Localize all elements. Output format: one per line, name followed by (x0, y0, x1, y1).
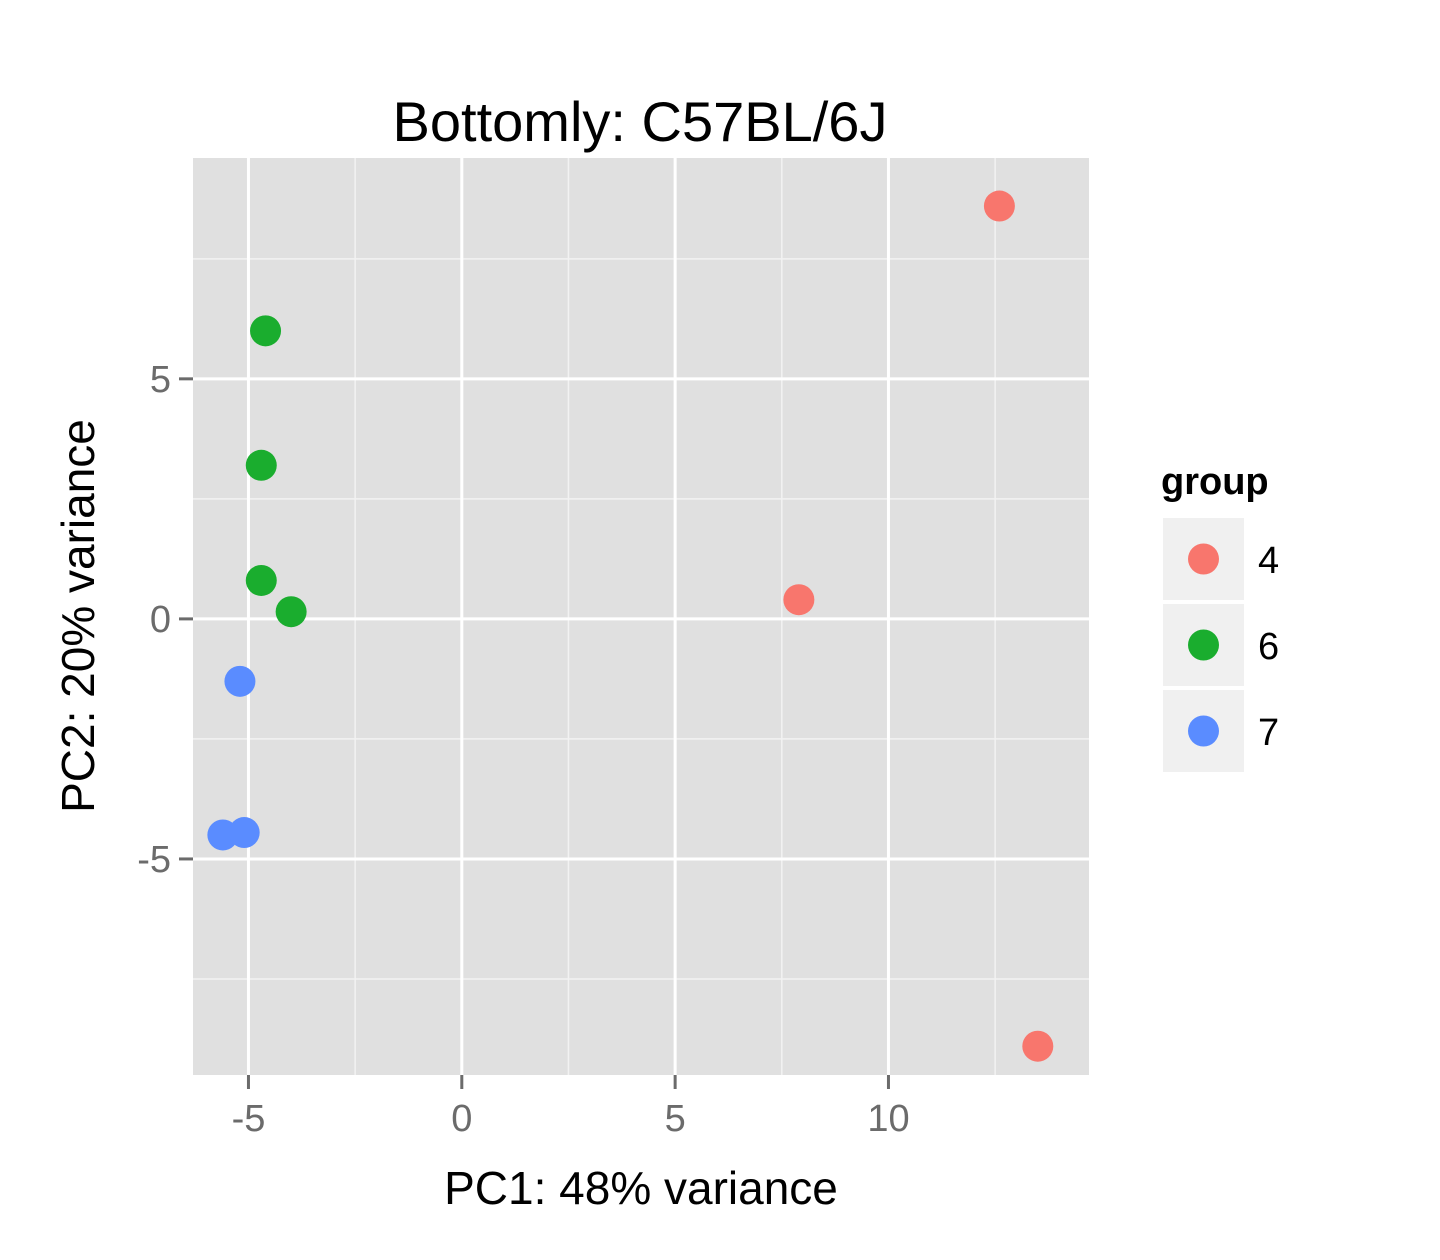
plot-panel (193, 158, 1089, 1075)
data-point-group-7 (224, 665, 256, 697)
data-point-group-6 (245, 564, 277, 596)
data-point-group-6 (250, 315, 282, 347)
y-axis: -5 0 5 (137, 359, 193, 881)
legend-marker-4 (1188, 543, 1219, 575)
x-tick-label: 10 (867, 1098, 909, 1140)
data-point-group-4 (983, 190, 1015, 222)
data-point-group-6 (275, 596, 307, 628)
y-tick-label: 5 (150, 359, 171, 401)
x-axis-title: PC1: 48% variance (444, 1162, 838, 1214)
data-point-group-6 (245, 449, 277, 481)
legend-marker-7 (1188, 715, 1219, 747)
y-tick-label: -5 (137, 839, 171, 881)
minor-gridlines (193, 158, 1089, 1075)
data-point-group-4 (783, 584, 815, 616)
data-points (207, 190, 1054, 1062)
x-tick-label: 0 (451, 1098, 472, 1140)
y-tick-label: 0 (150, 599, 171, 641)
data-point-group-7 (228, 817, 260, 849)
legend-label: 7 (1258, 712, 1279, 754)
chart-title: Bottomly: C57BL/6J (393, 90, 888, 153)
major-gridlines (193, 158, 1089, 1075)
data-point-group-4 (1022, 1030, 1054, 1062)
legend-label: 6 (1258, 626, 1279, 668)
legend: 4 6 7 (1163, 518, 1279, 772)
legend-marker-6 (1188, 629, 1219, 661)
x-tick-label: 5 (665, 1098, 686, 1140)
legend-label: 4 (1258, 540, 1279, 582)
x-axis: -5 0 5 10 (232, 1075, 910, 1140)
legend-title: group (1161, 461, 1269, 503)
x-tick-label: -5 (232, 1098, 266, 1140)
y-axis-title: PC2: 20% variance (52, 419, 104, 813)
